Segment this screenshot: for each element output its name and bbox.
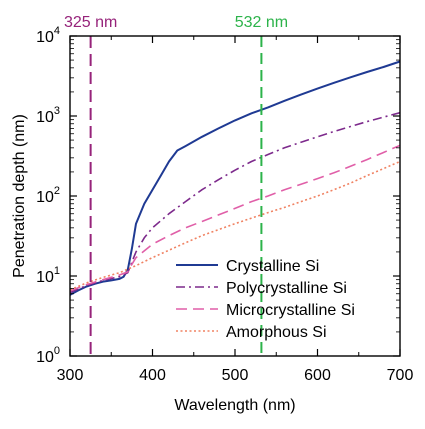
y-tick-label: 100	[36, 345, 60, 366]
x-tick-label: 300	[57, 367, 84, 384]
x-tick-label: 700	[387, 367, 414, 384]
x-axis-label: Wavelength (nm)	[174, 397, 295, 414]
reference-lines-layer: 325 nm 532 nm	[64, 14, 288, 356]
x-tick-label: 600	[304, 367, 331, 384]
ticks-layer: 300 400 500 600 700 100 101 102 103 104	[36, 25, 413, 384]
legend-label-1: Crystalline Si	[226, 258, 319, 275]
x-tick-label: 400	[139, 367, 166, 384]
series-line-3	[69, 144, 401, 292]
reference-line-label-1: 325 nm	[64, 14, 117, 31]
y-axis-label: Penetration depth (nm)	[11, 114, 28, 278]
legend: Crystalline Si Polycrystalline Si Microcry…	[176, 258, 355, 341]
legend-label-2: Polycrystalline Si	[226, 280, 347, 297]
series-line-2	[69, 111, 401, 294]
series-layer	[69, 60, 401, 296]
legend-label-4: Amorphous Si	[226, 324, 327, 341]
reference-line-label-2: 532 nm	[235, 14, 288, 31]
x-tick-label: 500	[222, 367, 249, 384]
y-tick-label: 104	[36, 25, 60, 46]
y-tick-label: 103	[36, 105, 60, 126]
series-line-1	[69, 60, 401, 296]
legend-label-3: Microcrystalline Si	[226, 302, 355, 319]
y-tick-label: 101	[36, 265, 60, 286]
y-tick-label: 102	[36, 185, 60, 206]
